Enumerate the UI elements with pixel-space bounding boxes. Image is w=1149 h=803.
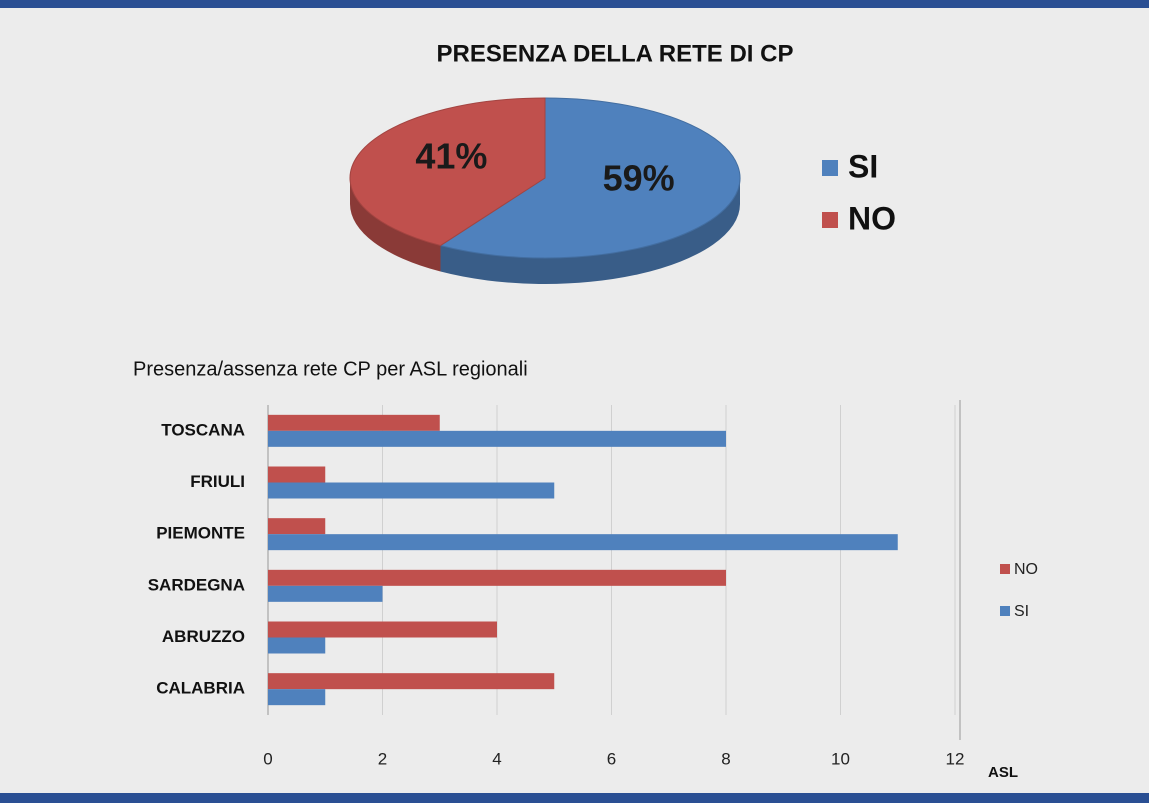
bar bbox=[268, 585, 383, 602]
legend-label: SI bbox=[1014, 603, 1029, 620]
legend-label: NO bbox=[1014, 561, 1038, 578]
legend-swatch bbox=[822, 212, 838, 228]
bottom-border bbox=[0, 793, 1149, 803]
bar bbox=[268, 466, 326, 483]
bar-title: Presenza/assenza rete CP per ASL regiona… bbox=[133, 358, 528, 380]
bar bbox=[268, 430, 726, 447]
pie-value-label: 59% bbox=[603, 158, 675, 199]
pie-side bbox=[350, 178, 441, 272]
x-tick-label: 10 bbox=[831, 749, 850, 768]
top-border bbox=[0, 0, 1149, 8]
legend-label: SI bbox=[848, 148, 878, 184]
legend-swatch bbox=[1000, 606, 1010, 616]
bar bbox=[268, 569, 726, 586]
x-tick-label: 2 bbox=[378, 749, 387, 768]
y-tick-label: SARDEGNA bbox=[148, 575, 245, 594]
bar bbox=[268, 637, 326, 654]
y-tick-label: ABRUZZO bbox=[162, 627, 245, 646]
bar bbox=[268, 621, 497, 638]
pie-slice bbox=[439, 97, 741, 259]
legend-swatch bbox=[1000, 564, 1010, 574]
bar bbox=[268, 534, 898, 551]
bar bbox=[268, 414, 440, 431]
legend-swatch bbox=[822, 160, 838, 176]
x-axis-label: ASL bbox=[988, 764, 1018, 781]
pie-value-label: 41% bbox=[415, 135, 487, 176]
y-tick-label: FRIULI bbox=[190, 472, 245, 491]
x-tick-label: 8 bbox=[721, 749, 730, 768]
legend-label: NO bbox=[848, 200, 896, 236]
x-tick-label: 4 bbox=[492, 749, 501, 768]
y-tick-label: CALABRIA bbox=[156, 679, 245, 698]
y-tick-label: TOSCANA bbox=[161, 420, 245, 439]
bar bbox=[268, 482, 555, 499]
pie-slice bbox=[349, 97, 546, 247]
x-tick-label: 0 bbox=[263, 749, 272, 768]
bar bbox=[268, 673, 555, 690]
y-tick-label: PIEMONTE bbox=[156, 524, 245, 543]
x-tick-label: 12 bbox=[946, 749, 965, 768]
bar bbox=[268, 518, 326, 535]
x-tick-label: 6 bbox=[607, 749, 616, 768]
pie-title: PRESENZA DELLA RETE DI CP bbox=[437, 40, 794, 67]
bar bbox=[268, 689, 326, 706]
